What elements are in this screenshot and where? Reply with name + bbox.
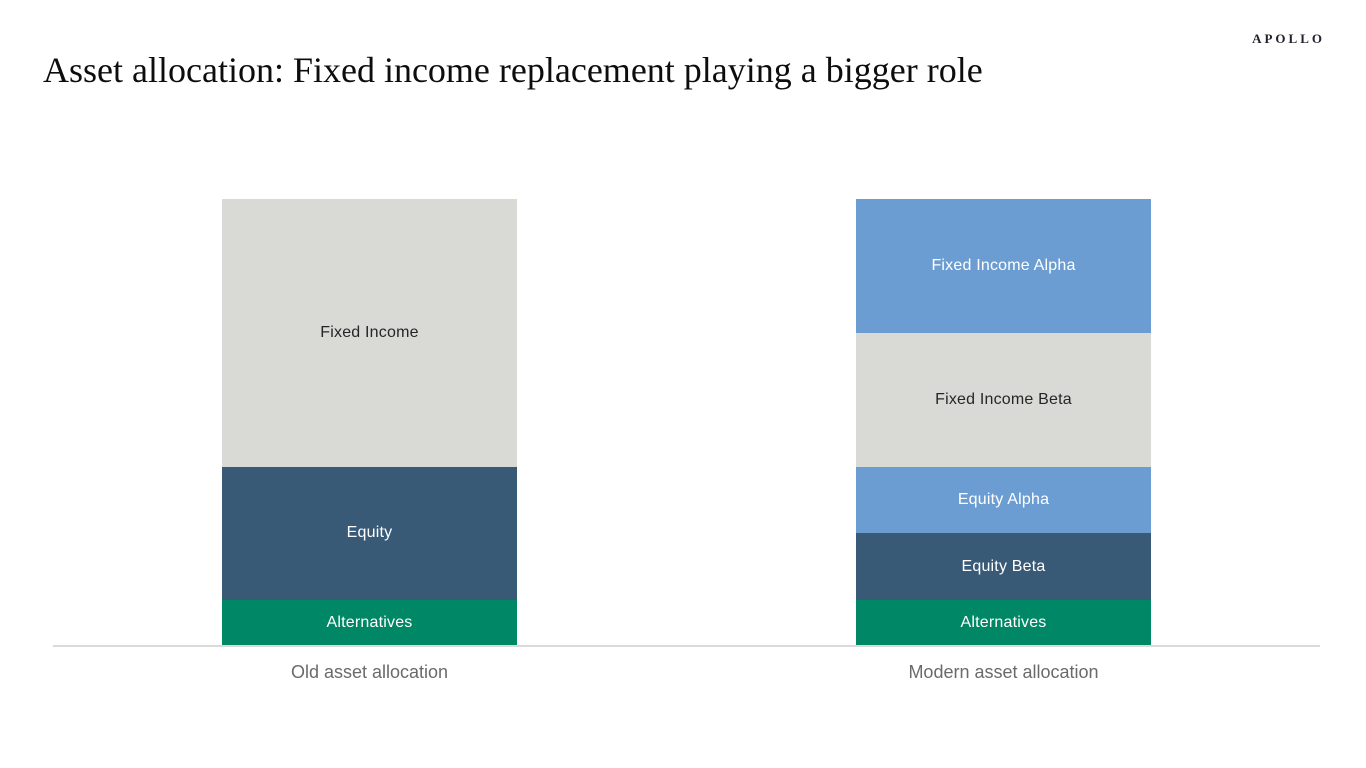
bar-modern-asset-allocation: Fixed Income Alpha Fixed Income Beta Equit…	[856, 199, 1151, 645]
bar-segment-equity: Equity	[222, 466, 517, 601]
x-axis-label-old-asset-allocation: Old asset allocation	[290, 662, 449, 682]
bar-segment-fixed-income: Fixed Income	[222, 199, 517, 467]
bar-segment-fixed-income-beta: Fixed Income Beta	[856, 332, 1151, 467]
apollo-logo: APOLLO	[1252, 31, 1325, 46]
bar-segment-alternatives: Alternatives	[222, 600, 517, 645]
x-axis-label-modern-asset-allocation: Modern asset allocation	[908, 662, 1099, 682]
bar-segment-alternatives: Alternatives	[856, 600, 1151, 645]
bar-segment-fixed-income-alpha: Fixed Income Alpha	[856, 199, 1151, 333]
bar-old-asset-allocation: Fixed Income Equity Alternatives	[222, 199, 517, 645]
bar-segment-equity-alpha: Equity Alpha	[856, 466, 1151, 534]
x-axis-line	[53, 645, 1320, 647]
bar-segment-equity-beta: Equity Beta	[856, 533, 1151, 601]
page-title: Asset allocation: Fixed income replaceme…	[43, 50, 983, 90]
